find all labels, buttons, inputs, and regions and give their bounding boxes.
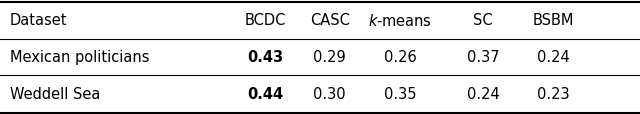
Text: 0.35: 0.35	[384, 86, 416, 101]
Text: 0.37: 0.37	[467, 50, 499, 64]
Text: BCDC: BCDC	[245, 13, 286, 28]
Text: Dataset: Dataset	[10, 13, 67, 28]
Text: Mexican politicians: Mexican politicians	[10, 50, 149, 64]
Text: CASC: CASC	[310, 13, 349, 28]
Text: 0.23: 0.23	[538, 86, 570, 101]
Text: SC: SC	[474, 13, 493, 28]
Text: Weddell Sea: Weddell Sea	[10, 86, 100, 101]
Text: BSBM: BSBM	[533, 13, 574, 28]
Text: 0.24: 0.24	[537, 50, 570, 64]
Text: 0.44: 0.44	[248, 86, 284, 101]
Text: 0.43: 0.43	[248, 50, 284, 64]
Text: 0.26: 0.26	[383, 50, 417, 64]
Text: 0.29: 0.29	[313, 50, 346, 64]
Text: 0.30: 0.30	[314, 86, 346, 101]
Text: 0.24: 0.24	[467, 86, 500, 101]
Text: $k$-means: $k$-means	[368, 13, 432, 28]
